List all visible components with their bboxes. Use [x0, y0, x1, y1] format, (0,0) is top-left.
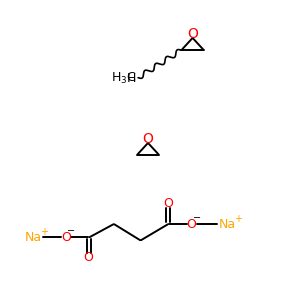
- Text: $\mathregular{H_3C}$: $\mathregular{H_3C}$: [111, 71, 136, 86]
- Text: O: O: [142, 132, 154, 146]
- Text: +: +: [40, 227, 48, 237]
- Text: O: O: [163, 197, 173, 210]
- Text: −: −: [67, 226, 75, 236]
- Text: Na: Na: [219, 218, 236, 231]
- Text: Na: Na: [25, 231, 42, 244]
- Text: O: O: [84, 251, 94, 265]
- Text: H: H: [127, 72, 136, 85]
- Text: O: O: [187, 218, 196, 231]
- Text: −: −: [193, 213, 201, 224]
- Text: O: O: [187, 27, 198, 41]
- Text: +: +: [234, 214, 242, 224]
- Text: O: O: [61, 231, 71, 244]
